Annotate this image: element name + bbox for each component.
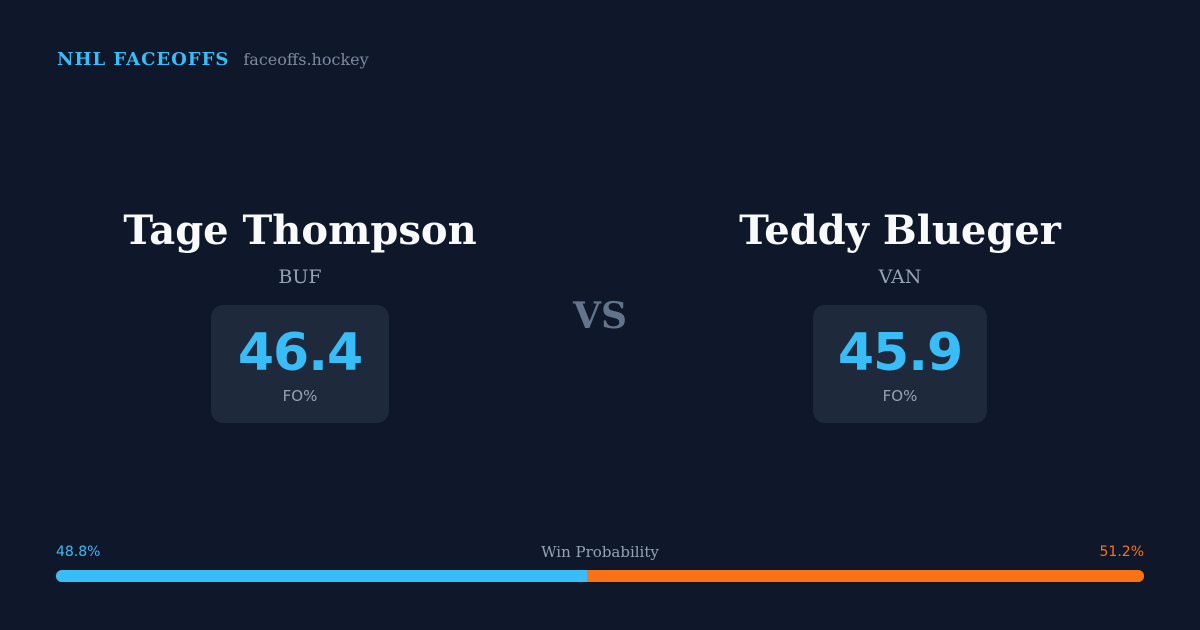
win-probability-left-value: 48.8%	[56, 544, 101, 560]
player-card-left: Tage Thompson BUF 46.4 FO%	[60, 205, 540, 423]
faceoff-percentage-value: 46.4	[237, 323, 363, 383]
win-probability-title: Win Probability	[541, 543, 659, 561]
win-probability-bar-left-fill	[56, 570, 587, 582]
player-name: Teddy Blueger	[739, 207, 1061, 254]
versus-label: VS	[573, 295, 627, 337]
faceoff-percentage-value: 45.9	[837, 323, 963, 383]
site-url[interactable]: faceoffs.hockey	[243, 50, 369, 69]
brand-header: NHL FACEOFFS faceoffs.hockey	[57, 49, 369, 70]
win-probability-right-value: 51.2%	[1099, 544, 1144, 560]
faceoff-percentage-label: FO%	[882, 387, 918, 405]
faceoff-percentage-label: FO%	[282, 387, 318, 405]
faceoff-stat-box: 46.4 FO%	[211, 305, 389, 423]
brand-name[interactable]: NHL FACEOFFS	[57, 49, 230, 70]
player-name: Tage Thompson	[123, 207, 477, 254]
win-probability-bar	[56, 570, 1144, 582]
faceoff-stat-box: 45.9 FO%	[813, 305, 987, 423]
player-team: BUF	[278, 266, 322, 288]
player-card-right: Teddy Blueger VAN 45.9 FO%	[660, 205, 1140, 423]
win-probability-labels: 48.8% Win Probability 51.2%	[56, 541, 1144, 563]
win-probability-bar-right-fill	[586, 570, 1144, 582]
player-team: VAN	[878, 266, 922, 288]
